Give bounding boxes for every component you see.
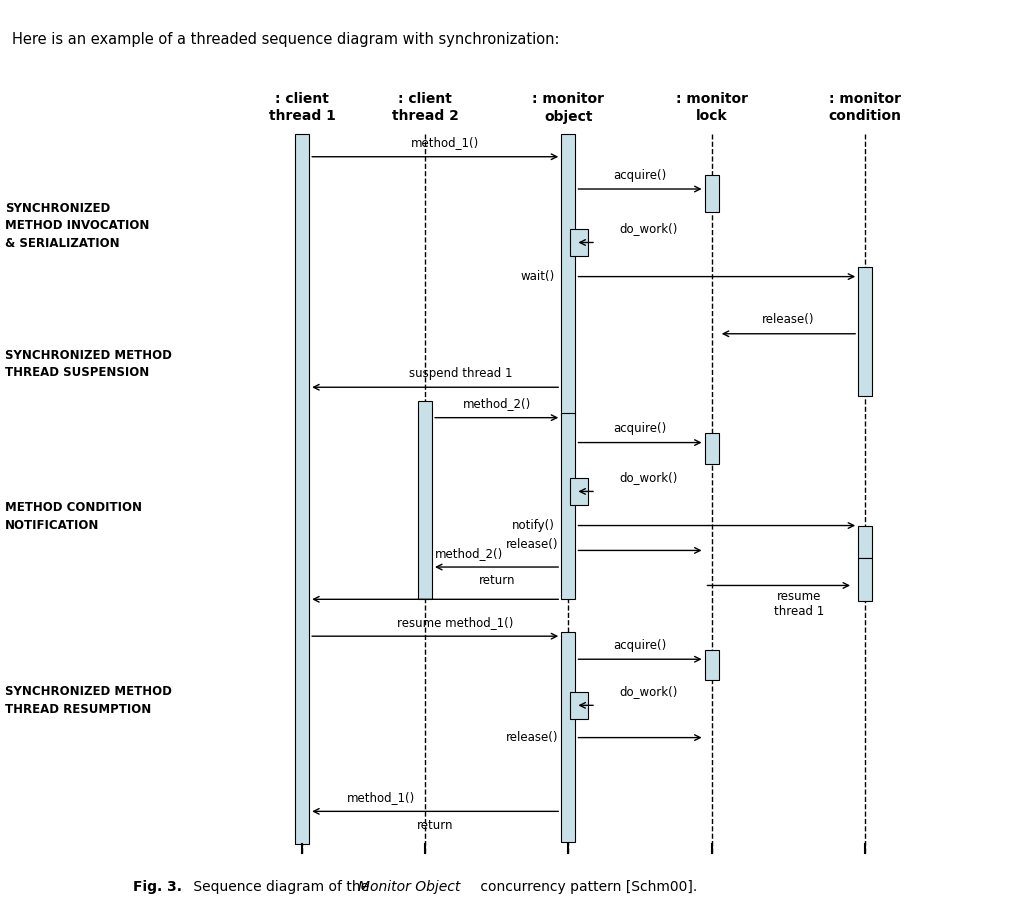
Bar [418,401,432,599]
Bar [561,134,575,415]
Bar [858,267,872,396]
Text: resume
thread 1: resume thread 1 [773,590,824,618]
Text: release(): release() [762,313,815,326]
Text: resume method_1(): resume method_1() [397,616,514,629]
Text: Monitor Object: Monitor Object [358,880,461,894]
Text: method_2(): method_2() [435,547,504,560]
Text: : client
thread 1: : client thread 1 [268,92,336,124]
Text: return: return [417,819,454,832]
Text: SYNCHRONIZED
METHOD INVOCATION
& SERIALIZATION: SYNCHRONIZED METHOD INVOCATION & SERIALI… [5,202,150,250]
Text: : monitor
lock: : monitor lock [676,92,748,124]
Text: concurrency pattern [Schm00].: concurrency pattern [Schm00]. [476,880,697,894]
Text: method_1(): method_1() [412,136,479,149]
Bar [705,433,719,464]
Text: Here is an example of a threaded sequence diagram with synchronization:: Here is an example of a threaded sequenc… [12,32,560,47]
Text: suspend thread 1: suspend thread 1 [409,367,513,380]
Bar [295,134,309,844]
Text: return: return [478,574,515,587]
Text: do_work(): do_work() [620,222,678,235]
Text: release(): release() [506,731,558,744]
Text: acquire(): acquire() [613,422,667,435]
Text: acquire(): acquire() [613,639,667,652]
Text: method_2(): method_2() [463,397,530,410]
Text: acquire(): acquire() [613,169,667,182]
Text: do_work(): do_work() [620,685,678,698]
Text: do_work(): do_work() [620,471,678,484]
Bar [569,229,588,256]
Text: : monitor
condition: : monitor condition [828,92,902,124]
Bar [561,632,575,842]
Text: wait(): wait() [521,270,555,283]
Text: METHOD CONDITION
NOTIFICATION: METHOD CONDITION NOTIFICATION [5,501,142,532]
Text: method_1(): method_1() [346,791,415,804]
Bar [561,413,575,599]
Text: notify(): notify() [512,519,555,532]
Text: release(): release() [506,538,558,551]
Bar [705,175,719,212]
Text: SYNCHRONIZED METHOD
THREAD RESUMPTION: SYNCHRONIZED METHOD THREAD RESUMPTION [5,685,172,716]
Text: : monitor
object: : monitor object [532,92,604,124]
Text: Sequence diagram of the: Sequence diagram of the [189,880,374,894]
Bar [858,558,872,601]
Bar [569,692,588,719]
Text: : client
thread 2: : client thread 2 [391,92,459,124]
Bar [569,478,588,505]
Bar [705,650,719,680]
Text: Fig. 3.: Fig. 3. [133,880,182,894]
Bar [858,526,872,558]
Text: SYNCHRONIZED METHOD
THREAD SUSPENSION: SYNCHRONIZED METHOD THREAD SUSPENSION [5,349,172,380]
